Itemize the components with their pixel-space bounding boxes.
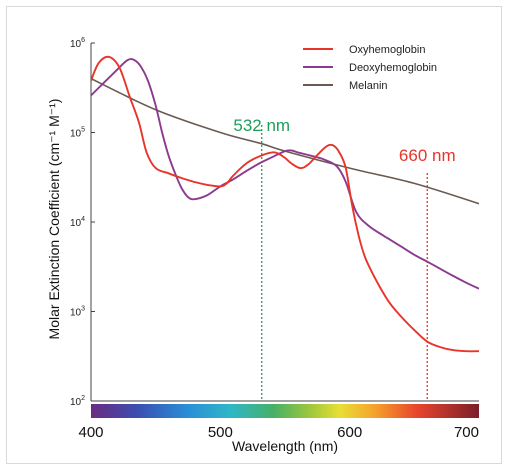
y-ticks: 102 103 104 105 106	[70, 37, 95, 408]
spectrum-colorbar	[91, 404, 479, 418]
y-tick-label: 104	[70, 216, 85, 229]
x-tick-label: 600	[337, 424, 362, 441]
series-line-melanin	[91, 77, 479, 205]
legend: Oxyhemoglobin Deoxyhemoglobin Melanin	[303, 44, 437, 92]
x-tick-label: 400	[78, 424, 103, 441]
x-tick-label: 500	[208, 424, 233, 441]
series-line-oxyhemoglobin	[91, 55, 479, 353]
legend-label-deoxyhemoglobin: Deoxyhemoglobin	[349, 62, 437, 74]
y-axis-title: Molar Extinction Coefficient (cm⁻¹ M⁻¹)	[46, 99, 62, 340]
y-tick-label: 105	[70, 127, 85, 140]
legend-label-melanin: Melanin	[349, 80, 388, 92]
x-tick-label: 700	[454, 424, 479, 441]
annotation-label: 660 nm	[399, 146, 456, 165]
annotations	[261, 125, 428, 401]
series	[91, 55, 479, 353]
annotation-label: 532 nm	[233, 116, 290, 135]
axes	[90, 43, 479, 402]
x-ticks: 400 500 600 700	[78, 424, 479, 441]
series-line-deoxyhemoglobin	[91, 58, 479, 290]
y-tick-label: 102	[70, 395, 85, 408]
chart-frame: 102 103 104 105 106 400 500 600 700 532 nm 660 n…	[6, 6, 502, 464]
y-tick-label: 103	[70, 306, 85, 319]
y-tick-label: 106	[70, 37, 85, 50]
x-axis-title: Wavelength (nm)	[232, 438, 338, 454]
legend-label-oxyhemoglobin: Oxyhemoglobin	[349, 44, 425, 56]
chart-svg: 102 103 104 105 106 400 500 600 700 532 nm 660 n…	[46, 37, 479, 454]
annotation-labels: 532 nm 660 nm	[233, 116, 455, 165]
